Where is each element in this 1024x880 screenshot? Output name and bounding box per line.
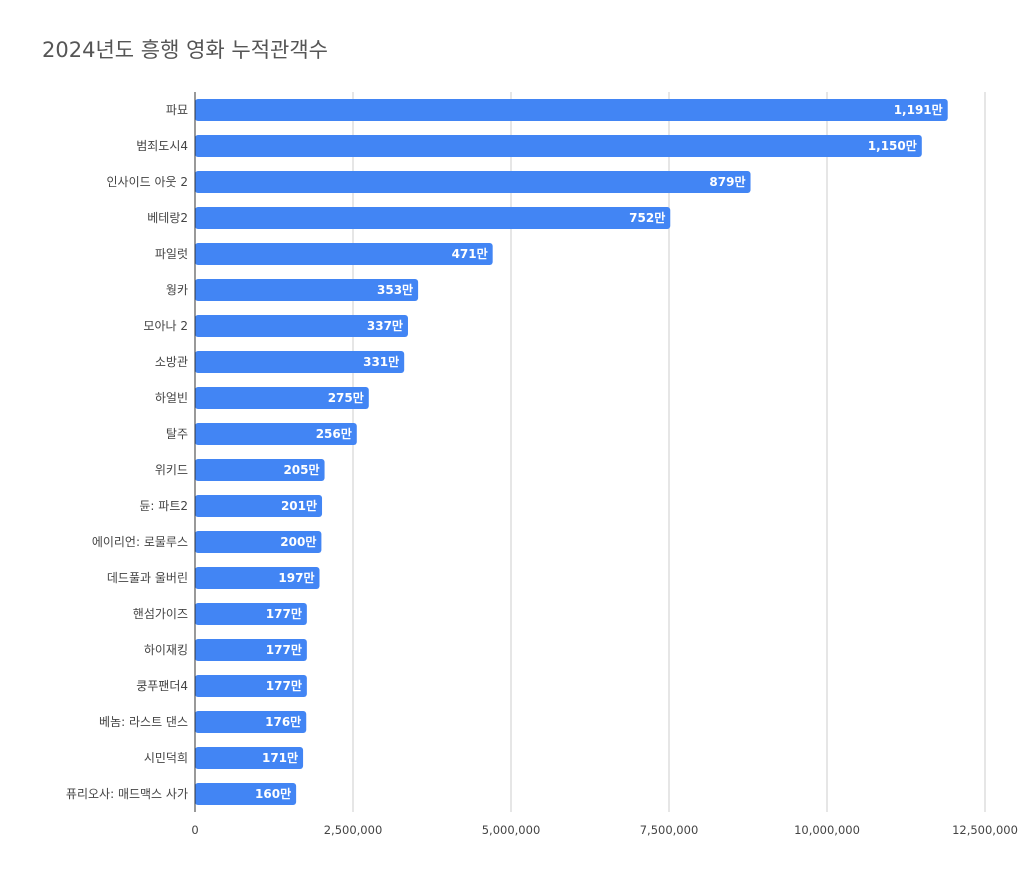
category-label: 탈주 (166, 427, 188, 441)
bar (195, 171, 751, 193)
data-label: 177만 (266, 642, 302, 657)
data-label: 177만 (266, 606, 302, 621)
category-label: 하이재킹 (144, 643, 188, 657)
category-label: 하얼빈 (155, 391, 188, 405)
bar (195, 243, 493, 265)
category-label: 범죄도시4 (136, 139, 188, 153)
bar (195, 495, 323, 517)
category-label: 베테랑2 (147, 211, 188, 225)
data-label: 353만 (377, 282, 413, 297)
category-label: 인사이드 아웃 2 (106, 175, 188, 189)
bar (195, 747, 304, 769)
data-label: 471만 (452, 246, 488, 261)
data-label: 331만 (363, 354, 399, 369)
data-label: 1,150만 (868, 138, 917, 153)
category-label: 위키드 (155, 463, 188, 477)
bar (195, 423, 357, 445)
data-label: 275만 (328, 390, 364, 405)
x-tick-label: 10,000,000 (794, 823, 860, 837)
x-tick-label: 0 (191, 823, 198, 837)
x-tick-label: 12,500,000 (952, 823, 1018, 837)
category-label: 핸섬가이즈 (133, 606, 188, 621)
category-label: 웡카 (166, 283, 188, 297)
bar (195, 387, 369, 409)
bar (195, 99, 948, 121)
bar (195, 567, 320, 589)
category-label: 모아나 2 (143, 319, 188, 333)
bar (195, 135, 922, 157)
data-label: 879만 (709, 174, 745, 189)
data-label: 200만 (280, 534, 316, 549)
category-label: 파일럿 (155, 247, 188, 261)
category-label: 퓨리오사: 매드맥스 사가 (66, 787, 188, 801)
data-label: 752만 (629, 210, 665, 225)
data-label: 160만 (255, 786, 291, 801)
category-label: 에이리언: 로물루스 (92, 535, 188, 549)
x-tick-label: 7,500,000 (640, 823, 699, 837)
data-label: 177만 (266, 678, 302, 693)
category-label: 파묘 (166, 103, 188, 117)
bar (195, 279, 419, 301)
data-label: 176만 (265, 714, 301, 729)
category-label: 쿵푸팬더4 (136, 679, 188, 693)
x-tick-label: 2,500,000 (324, 823, 383, 837)
category-label: 베놈: 라스트 댄스 (99, 715, 188, 729)
data-label: 205만 (283, 462, 319, 477)
bar (195, 207, 671, 229)
data-label: 256만 (316, 426, 352, 441)
data-label: 171만 (262, 750, 298, 765)
x-tick-label: 5,000,000 (482, 823, 541, 837)
bar (195, 351, 405, 373)
data-label: 337만 (367, 318, 403, 333)
bar (195, 459, 325, 481)
bar (195, 603, 307, 625)
data-label: 1,191만 (894, 102, 943, 117)
bar (195, 531, 322, 553)
bar (195, 711, 307, 733)
data-label: 197만 (278, 570, 314, 585)
chart-title: 2024년도 흥행 영화 누적관객수 (42, 38, 328, 62)
bar (195, 675, 307, 697)
category-label: 소방관 (155, 355, 188, 369)
category-label: 데드풀과 울버린 (107, 571, 188, 585)
bar (195, 315, 408, 337)
data-label: 201만 (281, 498, 317, 513)
bar (195, 783, 297, 805)
category-label: 듄: 파트2 (139, 499, 188, 513)
bar (195, 639, 307, 661)
category-label: 시민덕희 (144, 751, 188, 765)
